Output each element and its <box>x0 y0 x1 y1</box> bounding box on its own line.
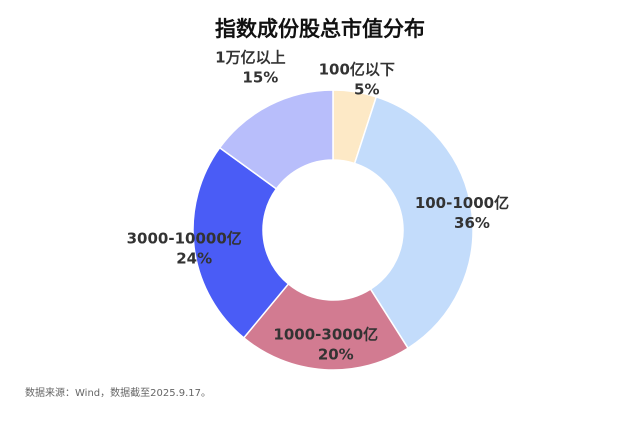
donut-slice <box>353 95 474 350</box>
donut-slice <box>218 89 334 190</box>
value-label: 36% <box>454 214 490 232</box>
donut-slice <box>242 282 410 371</box>
slice-label: 3000-10000亿 <box>127 229 242 247</box>
value-label: 5% <box>354 80 379 98</box>
slice-label: 100亿以下 <box>319 60 395 78</box>
slice-label: 1000-3000亿 <box>273 325 378 343</box>
slice-label: 100-1000亿 <box>415 194 509 212</box>
value-label: 24% <box>176 249 212 267</box>
value-label: 20% <box>318 345 354 363</box>
slice-label: 1万亿以上 <box>215 48 285 66</box>
chart-title: 指数成份股总市值分布 <box>215 17 425 41</box>
donut-slice <box>192 146 290 339</box>
value-label: 15% <box>242 68 278 86</box>
source-note: 数据来源：Wind，数据截至2025.9.17。 <box>25 386 211 399</box>
